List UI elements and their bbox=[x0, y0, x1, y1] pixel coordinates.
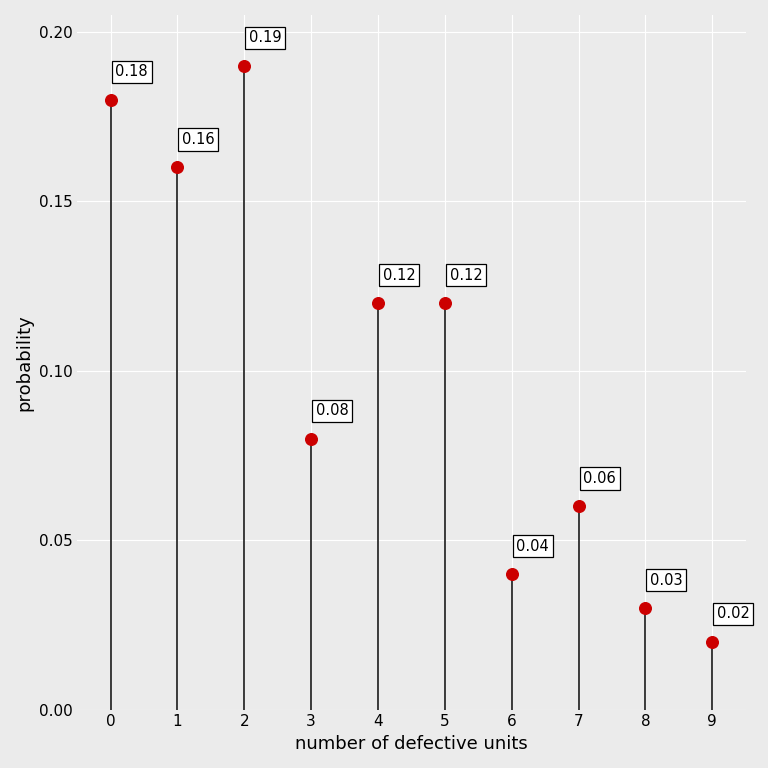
Point bbox=[439, 297, 451, 310]
Text: 0.18: 0.18 bbox=[115, 65, 148, 79]
X-axis label: number of defective units: number of defective units bbox=[295, 735, 528, 753]
Point bbox=[505, 568, 518, 580]
Point bbox=[572, 500, 584, 512]
Text: 0.12: 0.12 bbox=[449, 268, 482, 283]
Point bbox=[104, 94, 117, 106]
Text: 0.08: 0.08 bbox=[316, 403, 349, 419]
Point bbox=[372, 297, 384, 310]
Point bbox=[706, 636, 718, 648]
Point bbox=[639, 602, 651, 614]
Text: 0.19: 0.19 bbox=[249, 31, 282, 45]
Text: 0.04: 0.04 bbox=[516, 538, 549, 554]
Text: 0.03: 0.03 bbox=[650, 573, 683, 588]
Text: 0.06: 0.06 bbox=[583, 471, 616, 486]
Text: 0.12: 0.12 bbox=[382, 268, 415, 283]
Text: 0.16: 0.16 bbox=[182, 132, 215, 147]
Text: 0.02: 0.02 bbox=[717, 607, 750, 621]
Point bbox=[171, 161, 184, 174]
Y-axis label: probability: probability bbox=[15, 314, 33, 411]
Point bbox=[305, 432, 317, 445]
Point bbox=[238, 60, 250, 72]
